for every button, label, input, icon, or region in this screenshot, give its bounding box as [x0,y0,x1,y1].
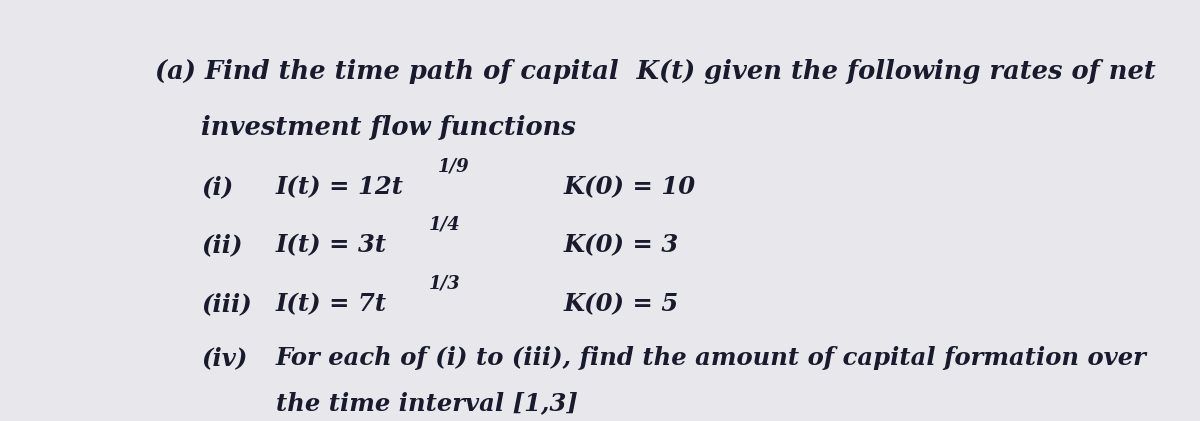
Text: I(t) = 12t: I(t) = 12t [276,175,403,199]
Text: (iii): (iii) [202,292,252,316]
Text: K(0) = 5: K(0) = 5 [564,292,679,316]
Text: I(t) = 7t: I(t) = 7t [276,292,386,316]
Text: investment flow functions: investment flow functions [202,115,576,140]
Text: (i): (i) [202,175,233,199]
Text: (ii): (ii) [202,234,242,258]
Text: 1/3: 1/3 [430,274,461,292]
Text: (a) Find the time path of capital  K(t) given the following rates of net: (a) Find the time path of capital K(t) g… [155,59,1156,84]
Text: 1/4: 1/4 [430,216,461,234]
Text: For each of (i) to (iii), find the amount of capital formation over: For each of (i) to (iii), find the amoun… [276,346,1146,370]
Text: K(0) = 10: K(0) = 10 [564,175,696,199]
Text: the time interval [1,3]: the time interval [1,3] [276,392,577,416]
Text: I(t) = 3t: I(t) = 3t [276,234,386,258]
Text: K(0) = 3: K(0) = 3 [564,234,679,258]
Text: (iv): (iv) [202,346,247,370]
Text: 1/9: 1/9 [438,157,470,176]
